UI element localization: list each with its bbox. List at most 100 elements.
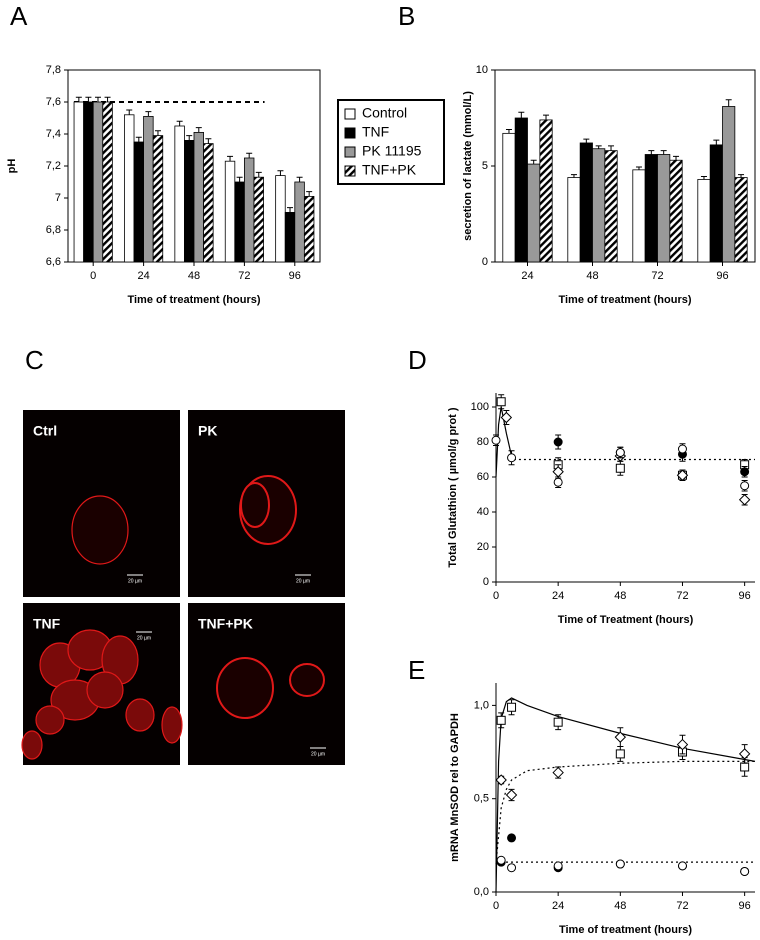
error-bar [738, 174, 745, 178]
bar [174, 125, 185, 263]
error-bar [227, 155, 234, 162]
cell [71, 495, 129, 565]
error-bar [673, 155, 680, 161]
legend-box [337, 99, 445, 185]
image-label: Ctrl [33, 423, 57, 439]
marker [505, 789, 518, 801]
error-bar [505, 129, 512, 134]
error-bar [205, 138, 212, 144]
bar [234, 181, 245, 263]
x-tick-label: 72 [676, 900, 688, 912]
bar [193, 131, 204, 263]
error-bar [135, 136, 142, 142]
y-axis-title: pH [6, 159, 18, 174]
marker [553, 717, 563, 727]
marker [507, 863, 517, 873]
y-axis-title: Total Glutathion ( µmol/g prot ) [447, 407, 459, 567]
marker [740, 481, 750, 491]
error-bar [296, 176, 303, 182]
error-bar [543, 114, 550, 120]
error-bar [660, 150, 667, 155]
error-bar [94, 96, 101, 102]
error-bar [713, 139, 720, 145]
legend-label: TNF [362, 124, 389, 140]
x-tick-label: 24 [552, 900, 564, 912]
bar [592, 148, 606, 263]
bar [697, 179, 711, 263]
x-tick-label: 0 [493, 590, 499, 602]
legend-label: TNF+PK [362, 162, 417, 178]
x-axis-title: Time of treatment (hours) [558, 294, 691, 306]
x-tick-label: 72 [676, 590, 688, 602]
bar [604, 150, 618, 263]
x-tick-label: 24 [521, 270, 533, 282]
marker [507, 453, 517, 463]
marker [677, 444, 687, 454]
x-axis-title: Time of treatment (hours) [559, 924, 692, 936]
error-bar [246, 152, 253, 158]
marker [740, 866, 750, 876]
error-bar [287, 207, 294, 213]
bar [567, 177, 581, 263]
bar [224, 160, 236, 263]
marker [738, 494, 751, 506]
y-tick-label: 7,4 [46, 128, 61, 140]
cell [216, 657, 274, 719]
panel-label: D [408, 345, 427, 375]
bar [657, 154, 671, 263]
error-bar [236, 176, 243, 182]
error-bar [126, 109, 133, 115]
y-tick-label: 1,0 [474, 699, 489, 711]
scale-bar-label: 20 µm [137, 635, 151, 641]
marker [615, 448, 625, 457]
marker [740, 467, 750, 477]
x-tick-label: 72 [651, 270, 663, 282]
marker [496, 715, 506, 725]
bar [502, 132, 516, 263]
scale-bar-label: 20 µm [311, 751, 325, 757]
y-tick-label: 7,2 [46, 160, 61, 172]
panel-label: A [10, 1, 28, 31]
bar [102, 101, 113, 263]
error-bar [595, 145, 602, 149]
marker [491, 435, 501, 445]
bar [734, 177, 748, 263]
error-bar [176, 120, 183, 126]
y-tick-label: 6,8 [46, 224, 61, 236]
y-axis-title: secretion of lactate (mmol/L) [462, 91, 474, 241]
x-tick-label: 48 [614, 590, 626, 602]
scale-bar-label: 20 µm [296, 578, 310, 584]
legend-label: PK 11195 [362, 143, 422, 159]
bar [527, 163, 541, 263]
x-tick-label: 96 [716, 270, 728, 282]
marker [676, 469, 689, 481]
x-axis-title: Time of Treatment (hours) [558, 614, 694, 626]
marker [553, 477, 563, 487]
error-bar [700, 176, 707, 180]
error-bar [195, 127, 202, 133]
error-bar [154, 130, 161, 136]
bar [294, 181, 305, 263]
marker [507, 702, 517, 712]
axes [495, 683, 755, 893]
marker [507, 833, 517, 843]
marker [614, 731, 627, 743]
panel-label: E [408, 655, 425, 685]
error-bar [306, 191, 313, 197]
error-bar [570, 174, 577, 178]
legend-swatch [344, 165, 356, 177]
y-tick-label: 6,6 [46, 256, 61, 268]
y-tick-label: 5 [482, 160, 488, 172]
error-bar [145, 111, 152, 117]
legend-swatch [344, 146, 356, 158]
y-tick-label: 20 [477, 541, 489, 553]
y-tick-label: 0,0 [474, 886, 489, 898]
y-tick-label: 7,8 [46, 64, 61, 76]
bar [284, 211, 296, 263]
bar [243, 157, 255, 263]
y-tick-label: 60 [477, 471, 489, 483]
marker [677, 861, 687, 871]
bar [275, 175, 286, 263]
image-label: TNF+PK [198, 616, 253, 632]
